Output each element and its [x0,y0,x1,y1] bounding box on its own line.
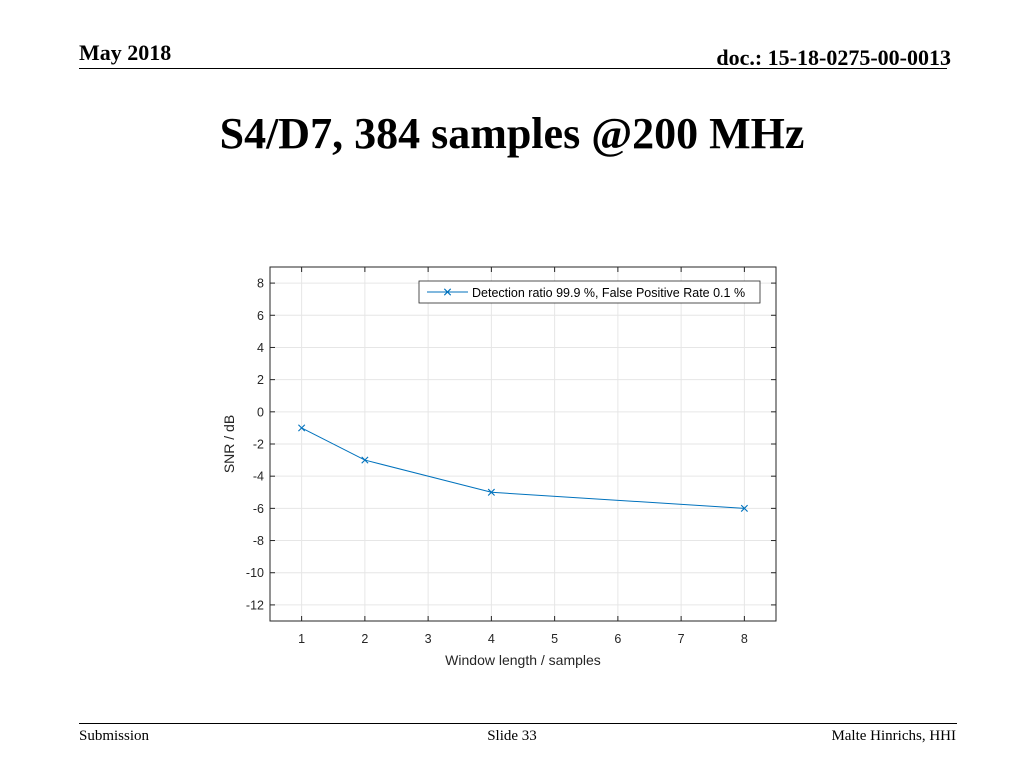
footer-rule [79,723,957,724]
x-axis-label: Window length / samples [445,652,601,668]
y-tick-label: 0 [257,405,264,419]
x-tick-label: 4 [488,632,495,646]
series-layer [298,424,748,512]
data-point-marker [361,456,369,464]
y-tick-label: 6 [257,309,264,323]
chart-container: 1 2 3 4 5 6 7 8 -12 -10 -8 -6 -4 -2 0 2 4 6 8 Window lengt… [200,245,800,685]
y-tick-label: -6 [253,502,264,516]
legend-box [418,280,761,304]
y-tick-label: -2 [253,438,264,452]
legend-marker [443,288,452,296]
axis-ticks: 1 2 3 4 5 6 7 8 -12 -10 -8 -6 -4 -2 0 2 4 6 8 [246,267,776,646]
x-tick-label: 6 [614,632,621,646]
series-line [301,427,745,509]
y-tick-label: -10 [246,566,264,580]
y-tick-label: 2 [257,373,264,387]
header-rule [79,68,947,69]
x-tick-label: 3 [425,632,432,646]
y-tick-label: 8 [257,277,264,291]
y-tick-label: -4 [253,470,264,484]
x-tick-label: 1 [298,632,305,646]
footer-slide-number: Slide 33 [487,728,537,744]
data-point-marker [298,424,306,432]
x-tick-label: 8 [741,632,748,646]
legend: Detection ratio 99.9 %, False Positive R… [418,280,761,304]
data-point-marker [487,488,495,496]
y-tick-label: -12 [246,598,264,612]
x-tick-label: 7 [678,632,685,646]
legend-entry-label: Detection ratio 99.9 %, False Positive R… [472,286,745,300]
x-tick-label: 5 [551,632,558,646]
y-tick-label: -8 [253,534,264,548]
slide-title: S4/D7, 384 samples @200 MHz [219,109,805,158]
y-axis-label: SNR / dB [221,415,237,473]
x-tick-label: 2 [361,632,368,646]
header-doc-number: doc.: 15-18-0275-00-0013 [716,45,951,70]
data-point-marker [740,504,748,512]
header-date: May 2018 [79,40,172,65]
footer-author: Malte Hinrichs, HHI [831,728,956,744]
y-tick-label: 4 [257,341,264,355]
grid-lines [270,267,776,621]
line-chart: 1 2 3 4 5 6 7 8 -12 -10 -8 -6 -4 -2 0 2 4 6 8 Window lengt… [221,266,777,668]
footer-submission: Submission [79,728,150,744]
